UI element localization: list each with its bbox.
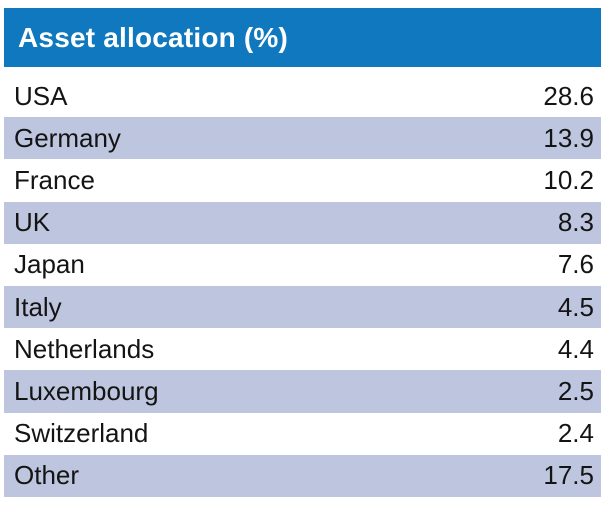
table-title: Asset allocation (%) [18, 21, 289, 53]
row-label: Other [14, 460, 80, 491]
row-value: 10.2 [543, 164, 594, 195]
asset-allocation-table: Asset allocation (%) USA 28.6 Germany 13.9 F… [4, 8, 601, 497]
row-label: Italy [14, 291, 62, 322]
row-value: 7.6 [557, 249, 594, 280]
row-label: Netherlands [14, 333, 155, 364]
row-label: Luxembourg [14, 375, 159, 406]
table-row: Italy 4.5 [4, 285, 601, 329]
row-label: USA [14, 80, 68, 111]
table-row: France 10.2 [4, 159, 601, 202]
row-value: 4.5 [557, 291, 594, 322]
row-label: Germany [14, 122, 121, 153]
row-label: UK [14, 207, 51, 238]
row-value: 4.4 [557, 333, 594, 364]
table-row: Germany 13.9 [4, 117, 601, 160]
table-header: Asset allocation (%) [4, 8, 601, 67]
row-value: 13.9 [543, 122, 594, 153]
row-value: 17.5 [543, 460, 594, 491]
table-row: UK 8.3 [4, 201, 601, 244]
row-label: France [14, 164, 95, 195]
row-value: 8.3 [557, 207, 594, 238]
table-row: Luxembourg 2.5 [4, 370, 601, 413]
table-rows: USA 28.6 Germany 13.9 France 10.2 UK 8.3 Japan 7.… [4, 75, 601, 497]
table-row: Switzerland 2.4 [4, 412, 601, 455]
table-row: USA 28.6 [4, 75, 601, 118]
row-value: 28.6 [543, 80, 594, 111]
row-label: Japan [14, 249, 85, 280]
table-row: Netherlands 4.4 [4, 328, 601, 371]
row-value: 2.4 [557, 418, 594, 449]
row-value: 2.5 [557, 375, 594, 406]
row-label: Switzerland [14, 418, 149, 449]
table-row: Japan 7.6 [4, 243, 601, 286]
table-row: Other 17.5 [4, 454, 601, 497]
